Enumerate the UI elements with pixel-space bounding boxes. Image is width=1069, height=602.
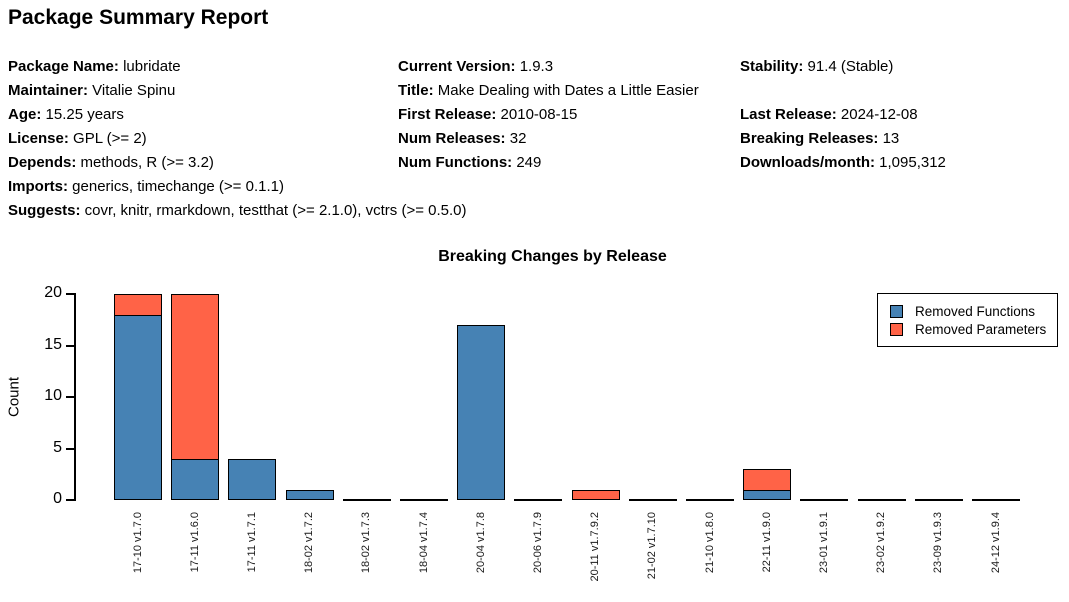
meta-field-label: Last Release: xyxy=(740,106,837,123)
meta-field-first-release: First Release: 2010-08-15 xyxy=(398,106,578,123)
x-tick-label-20-11-v1-7-9-2: 20-11 v1.7.9.2 xyxy=(589,512,602,582)
meta-field-label: Depends: xyxy=(8,154,77,171)
y-tick-label-10: 10 xyxy=(44,387,62,404)
meta-field-label: Downloads/month: xyxy=(740,154,875,171)
x-tick-label-23-01-v1-9-1: 23-01 v1.9.1 xyxy=(817,512,830,574)
meta-field-package-name: Package Name: lubridate xyxy=(8,58,181,75)
meta-field-num-releases: Num Releases: 32 xyxy=(398,130,527,147)
legend-swatch-removed-functions xyxy=(890,304,903,318)
meta-field-label: Package Name: xyxy=(8,58,119,75)
x-tick-label-23-02-v1-9-2: 23-02 v1.9.2 xyxy=(875,512,888,574)
x-tick-label-23-09-v1-9-3: 23-09 v1.9.3 xyxy=(932,512,945,574)
y-tick-5 xyxy=(66,447,74,450)
meta-spacer xyxy=(740,79,946,103)
y-tick-15 xyxy=(66,344,74,347)
page-title: Package Summary Report xyxy=(8,6,269,29)
bar-23-09-v1-9-3-zero xyxy=(914,499,963,501)
meta-field-label: First Release: xyxy=(398,106,497,123)
meta-field-label: Title: xyxy=(398,82,434,99)
meta-field-label: Num Functions: xyxy=(398,154,513,171)
chart-title: Breaking Changes by Release xyxy=(438,248,667,265)
meta-field-age: Age: 15.25 years xyxy=(8,106,124,123)
bar-20-04-v1-7-8-removed-functions xyxy=(457,325,506,500)
meta-column-right: Stability: 91.4 (Stable) Last Release: 20… xyxy=(740,55,946,175)
y-tick-20 xyxy=(66,293,74,295)
x-tick-label-18-04-v1-7-4: 18-04 v1.7.4 xyxy=(417,512,430,574)
legend-item-removed-parameters: Removed Parameters xyxy=(890,320,1049,338)
bar-17-11-v1-6-0-removed-parameters xyxy=(171,294,220,460)
bar-17-10-v1-7-0-removed-functions xyxy=(114,315,162,500)
meta-column-middle: Current Version: 1.9.3 Title: Make Dealin… xyxy=(398,55,699,175)
x-tick-label-21-02-v1-7-10: 21-02 v1.7.10 xyxy=(646,512,659,580)
meta-field-label: Stability: xyxy=(740,58,804,75)
x-tick-label-24-12-v1-9-4: 24-12 v1.9.4 xyxy=(989,512,1002,574)
bar-17-11-v1-7-1-removed-functions xyxy=(228,459,277,500)
meta-field-title: Title: Make Dealing with Dates a Little … xyxy=(398,82,699,99)
meta-field-label: Suggests: xyxy=(8,202,81,219)
bar-21-02-v1-7-10-zero xyxy=(628,499,677,501)
meta-field-label: Num Releases: xyxy=(398,130,506,147)
meta-field-current-version: Current Version: 1.9.3 xyxy=(398,58,554,75)
plot-area xyxy=(75,294,1030,501)
y-tick-label-20: 20 xyxy=(44,284,62,301)
meta-field-label: Maintainer: xyxy=(8,82,89,99)
meta-field-label: Breaking Releases: xyxy=(740,130,879,147)
meta-field-maintainer: Maintainer: Vitalie Spinu xyxy=(8,82,176,99)
bar-17-11-v1-6-0-removed-functions xyxy=(171,459,220,500)
bar-24-12-v1-9-4-zero xyxy=(972,499,1020,501)
legend-label-removed-functions: Removed Functions xyxy=(915,303,1036,319)
x-tick-label-22-11-v1-9-0: 22-11 v1.9.0 xyxy=(760,512,773,573)
bar-23-02-v1-9-2-zero xyxy=(857,499,906,501)
x-tick-label-17-11-v1-6-0: 17-11 v1.6.0 xyxy=(188,512,201,573)
x-tick-label-18-02-v1-7-3: 18-02 v1.7.3 xyxy=(360,512,373,574)
y-tick-0 xyxy=(66,499,74,501)
bar-22-11-v1-9-0-removed-functions xyxy=(743,490,792,500)
y-axis-label: Count xyxy=(5,376,23,418)
x-tick-label-17-11-v1-7-1: 17-11 v1.7.1 xyxy=(245,512,258,573)
bar-20-06-v1-7-9-zero xyxy=(514,499,563,501)
bar-23-01-v1-9-1-zero xyxy=(800,499,849,501)
meta-field-label: Current Version: xyxy=(398,58,516,75)
meta-field-imports: Imports: generics, timechange (>= 0.1.1) xyxy=(8,178,284,195)
x-tick-label-17-10-v1-7-0: 17-10 v1.7.0 xyxy=(131,512,144,574)
bar-18-02-v1-7-3-zero xyxy=(342,499,391,501)
bar-20-11-v1-7-9-2-removed-parameters xyxy=(571,490,620,500)
y-tick-10 xyxy=(66,396,74,398)
meta-field-last-release: Last Release: 2024-12-08 xyxy=(740,106,918,123)
meta-field-stability: Stability: 91.4 (Stable) xyxy=(740,58,894,75)
y-tick-label-5: 5 xyxy=(53,438,62,456)
legend-item-removed-functions: Removed Functions xyxy=(890,302,1049,320)
legend-label-removed-parameters: Removed Parameters xyxy=(915,321,1047,337)
legend-swatch-removed-parameters xyxy=(890,322,903,336)
meta-field-label: License: xyxy=(8,130,69,147)
bar-17-10-v1-7-0-removed-parameters xyxy=(114,294,162,316)
bar-18-04-v1-7-4-zero xyxy=(400,499,448,501)
y-tick-label-15: 15 xyxy=(44,335,62,353)
x-tick-label-21-10-v1-8-0: 21-10 v1.8.0 xyxy=(703,512,716,574)
meta-field-suggests: Suggests: covr, knitr, rmarkdown, testth… xyxy=(8,202,467,219)
bar-22-11-v1-9-0-removed-parameters xyxy=(743,469,792,491)
meta-field-breaking-releases: Breaking Releases: 13 xyxy=(740,130,900,147)
bar-18-02-v1-7-2-removed-functions xyxy=(285,490,334,500)
chart-legend: Removed Functions Removed Parameters xyxy=(877,293,1058,347)
meta-field-num-functions: Num Functions: 249 xyxy=(398,154,542,171)
x-tick-label-20-04-v1-7-8: 20-04 v1.7.8 xyxy=(474,512,487,574)
x-tick-label-20-06-v1-7-9: 20-06 v1.7.9 xyxy=(531,512,544,574)
y-axis-line xyxy=(74,293,76,501)
y-tick-label-0: 0 xyxy=(53,490,62,507)
meta-column-left: Package Name: lubridate Maintainer: Vital… xyxy=(8,55,467,223)
meta-field-depends: Depends: methods, R (>= 3.2) xyxy=(8,154,214,171)
meta-field-label: Age: xyxy=(8,106,42,123)
meta-field-label: Imports: xyxy=(8,178,68,195)
meta-field-downloads-month: Downloads/month: 1,095,312 xyxy=(740,154,946,171)
meta-field-license: License: GPL (>= 2) xyxy=(8,130,147,147)
bar-21-10-v1-8-0-zero xyxy=(686,499,734,501)
x-tick-label-18-02-v1-7-2: 18-02 v1.7.2 xyxy=(303,512,316,574)
